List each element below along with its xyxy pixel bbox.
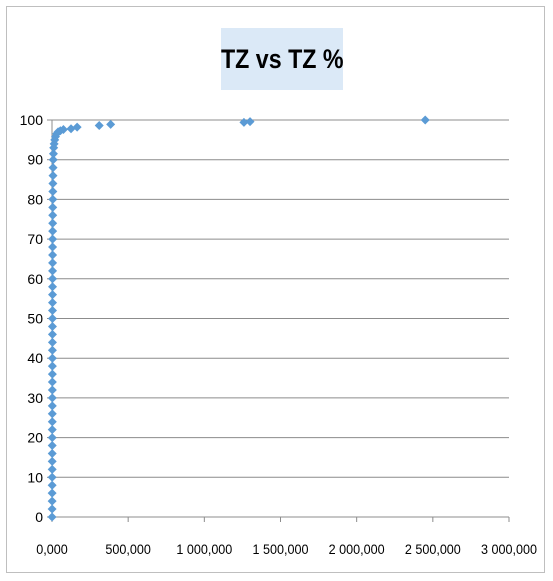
y-tick-label: 80 <box>27 191 43 207</box>
data-point-37 <box>48 218 58 228</box>
data-point-30 <box>48 274 58 284</box>
x-tick-label: 500,000 <box>105 541 150 557</box>
data-points <box>47 115 430 522</box>
data-point-15 <box>47 393 57 403</box>
y-tick-label: 30 <box>27 390 43 406</box>
data-point-4 <box>47 480 57 490</box>
y-tick-label: 50 <box>27 311 43 327</box>
data-point-11 <box>47 425 57 435</box>
data-point-6 <box>47 464 57 474</box>
data-point-18 <box>47 369 57 379</box>
data-point-40 <box>48 194 58 204</box>
data-point-45 <box>48 155 58 165</box>
data-point-55 <box>66 124 76 134</box>
x-tick-label: 1 000,000 <box>176 541 232 557</box>
data-point-8 <box>47 448 57 458</box>
data-point-5 <box>47 472 57 482</box>
chart-frame <box>6 6 545 573</box>
data-point-42 <box>48 179 58 189</box>
data-point-36 <box>48 226 58 236</box>
chart-title-box: TZ vs TZ % <box>221 28 343 90</box>
data-point-57 <box>94 121 104 131</box>
y-tick-label: 40 <box>27 350 43 366</box>
y-tick-label: 70 <box>27 231 43 247</box>
data-point-34 <box>48 242 58 252</box>
data-point-19 <box>47 361 57 371</box>
data-point-12 <box>47 417 57 427</box>
y-tick-label: 60 <box>27 271 43 287</box>
data-point-56 <box>72 122 82 132</box>
data-point-1 <box>47 504 57 514</box>
data-point-33 <box>48 250 58 260</box>
x-tick-label: 0,000 <box>36 541 67 557</box>
data-point-38 <box>48 210 58 220</box>
data-point-58 <box>106 119 116 129</box>
data-point-16 <box>47 385 57 395</box>
tick-labels: 0 10 20 30 40 50 60 70 80 90 100 0,000 500,000 1 000,… <box>20 112 537 557</box>
data-point-9 <box>47 441 57 451</box>
data-point-31 <box>48 266 58 276</box>
data-point-26 <box>47 306 57 316</box>
data-point-20 <box>47 353 57 363</box>
data-point-43 <box>48 171 58 181</box>
x-tick-label: 3 000,000 <box>481 541 537 557</box>
data-point-17 <box>47 377 57 387</box>
data-point-25 <box>47 314 57 323</box>
y-tick-label: 100 <box>20 112 44 128</box>
data-point-10 <box>47 433 57 443</box>
x-tick-label: 2 500,000 <box>405 541 461 557</box>
x-tick-label: 1 500,000 <box>253 541 309 557</box>
data-point-60 <box>245 117 255 127</box>
y-tick-label: 0 <box>35 509 43 525</box>
x-tick-label: 2 000,000 <box>329 541 385 557</box>
data-point-41 <box>48 186 58 196</box>
data-point-14 <box>47 401 57 411</box>
data-point-44 <box>48 163 58 173</box>
data-point-2 <box>47 496 57 506</box>
data-point-61 <box>420 115 430 125</box>
data-point-24 <box>47 321 57 331</box>
data-point-21 <box>47 345 57 355</box>
data-point-46 <box>48 149 58 159</box>
data-point-13 <box>47 409 57 419</box>
data-point-54 <box>58 125 68 135</box>
data-point-28 <box>48 290 58 300</box>
y-tick-label: 90 <box>27 152 43 168</box>
y-tick-label: 10 <box>27 469 43 485</box>
data-point-23 <box>47 329 57 339</box>
y-tick-label: 20 <box>27 430 43 446</box>
data-point-59 <box>239 117 249 127</box>
axes <box>47 119 510 522</box>
data-point-35 <box>48 234 58 244</box>
data-point-22 <box>47 337 57 347</box>
data-point-29 <box>48 282 58 292</box>
chart-title: TZ vs TZ % <box>220 43 344 74</box>
data-point-0 <box>47 512 57 522</box>
grid-lines <box>52 119 509 478</box>
data-point-32 <box>48 258 58 268</box>
data-point-27 <box>48 298 58 308</box>
data-point-39 <box>48 202 58 212</box>
data-point-7 <box>47 456 57 466</box>
data-point-3 <box>47 488 57 498</box>
